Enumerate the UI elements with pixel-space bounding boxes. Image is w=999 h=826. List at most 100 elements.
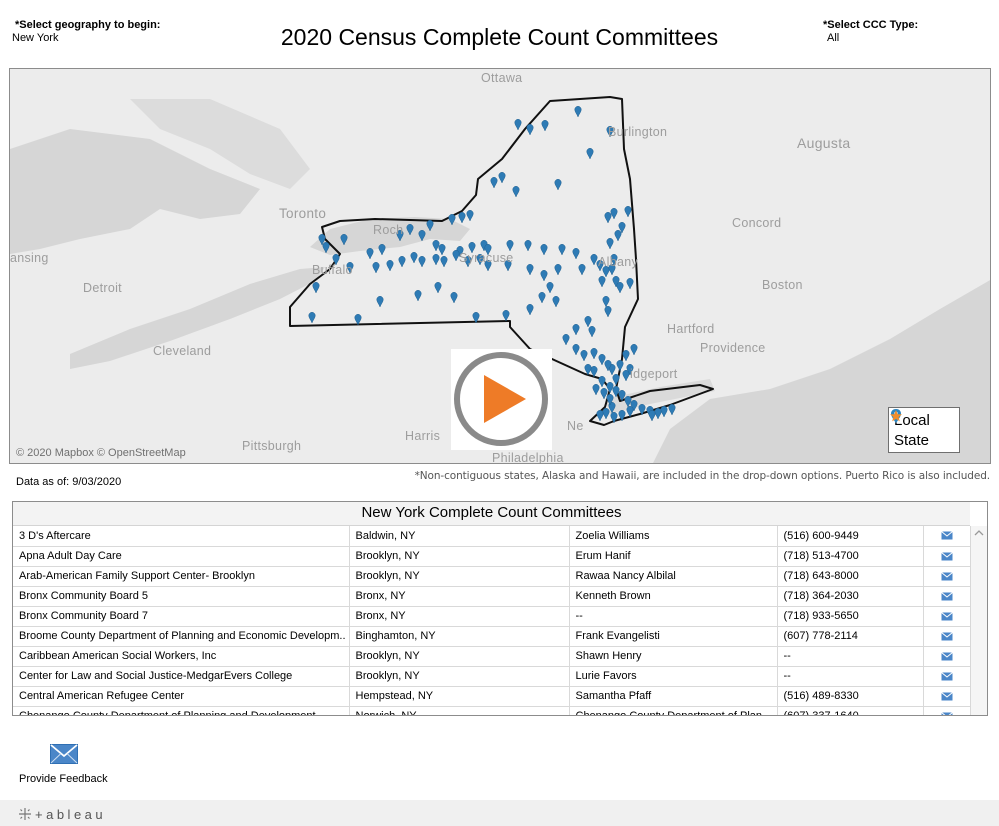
committee-marker[interactable] (526, 304, 534, 316)
committee-marker[interactable] (654, 408, 662, 420)
committee-marker[interactable] (514, 119, 522, 131)
committee-marker[interactable] (610, 254, 618, 266)
committee-marker[interactable] (592, 384, 600, 396)
committee-marker[interactable] (624, 206, 632, 218)
committee-marker[interactable] (452, 250, 460, 262)
committee-marker[interactable] (626, 406, 634, 418)
email-cell[interactable] (923, 686, 970, 707)
committee-marker[interactable] (574, 106, 582, 118)
email-cell[interactable] (923, 526, 970, 547)
committee-marker[interactable] (608, 264, 616, 276)
table-row[interactable]: Center for Law and Social Justice-Medgar… (13, 666, 970, 687)
committee-marker[interactable] (332, 254, 340, 266)
committee-marker[interactable] (410, 252, 418, 264)
email-cell[interactable] (923, 606, 970, 627)
legend-item-state[interactable]: State (889, 410, 959, 450)
committee-marker[interactable] (572, 344, 580, 356)
census-map[interactable]: Ottawa Burlington Augusta Toronto Concor… (9, 68, 991, 464)
committee-marker[interactable] (572, 324, 580, 336)
committee-marker[interactable] (426, 220, 434, 232)
committee-marker[interactable] (340, 234, 348, 246)
committee-marker[interactable] (562, 334, 570, 346)
committee-marker[interactable] (600, 388, 608, 400)
table-row[interactable]: Broome County Department of Planning and… (13, 626, 970, 647)
committee-marker[interactable] (588, 326, 596, 338)
email-cell[interactable] (923, 706, 970, 716)
committee-marker[interactable] (540, 270, 548, 282)
table-row[interactable]: Central American Refugee Center Hempstead… (13, 686, 970, 707)
committee-marker[interactable] (414, 290, 422, 302)
committee-marker[interactable] (366, 248, 374, 260)
committee-marker[interactable] (418, 230, 426, 242)
committee-marker[interactable] (648, 410, 656, 422)
committee-marker[interactable] (354, 314, 362, 326)
committee-marker[interactable] (606, 126, 614, 138)
email-cell[interactable] (923, 646, 970, 667)
committee-marker[interactable] (376, 296, 384, 308)
committee-marker[interactable] (626, 278, 634, 290)
committee-marker[interactable] (552, 296, 560, 308)
committee-marker[interactable] (596, 410, 604, 422)
email-cell[interactable] (923, 586, 970, 607)
envelope-icon[interactable] (940, 571, 953, 581)
committee-marker[interactable] (386, 260, 394, 272)
committee-marker[interactable] (612, 386, 620, 398)
committee-marker[interactable] (434, 282, 442, 294)
committee-marker[interactable] (540, 244, 548, 256)
committee-marker[interactable] (660, 406, 668, 418)
committee-marker[interactable] (472, 312, 480, 324)
committee-marker[interactable] (624, 396, 632, 408)
table-row[interactable]: 3 D's Aftercare Baldwin, NY Zoelia William… (13, 526, 970, 547)
table-row[interactable]: Chenango County Department of Planning a… (13, 706, 970, 716)
committee-marker[interactable] (614, 230, 622, 242)
envelope-icon[interactable] (940, 651, 953, 661)
envelope-icon[interactable] (940, 671, 953, 681)
committee-marker[interactable] (596, 260, 604, 272)
committee-marker[interactable] (484, 244, 492, 256)
committee-marker[interactable] (616, 282, 624, 294)
committee-marker[interactable] (630, 344, 638, 356)
email-cell[interactable] (923, 566, 970, 587)
committee-marker[interactable] (322, 242, 330, 254)
committee-marker[interactable] (396, 230, 404, 242)
committee-marker[interactable] (622, 370, 630, 382)
committee-marker[interactable] (524, 240, 532, 252)
provide-feedback-link[interactable]: Provide Feedback (19, 744, 119, 785)
committee-marker[interactable] (590, 348, 598, 360)
play-button[interactable] (451, 349, 552, 450)
committee-marker[interactable] (598, 376, 606, 388)
committee-marker[interactable] (546, 282, 554, 294)
committee-marker[interactable] (604, 306, 612, 318)
envelope-icon[interactable] (940, 711, 953, 716)
committee-marker[interactable] (418, 256, 426, 268)
committee-marker[interactable] (318, 234, 326, 246)
table-row[interactable]: Bronx Community Board 7 Bronx, NY -- (718) … (13, 606, 970, 627)
committee-marker[interactable] (448, 214, 456, 226)
committee-marker[interactable] (622, 350, 630, 362)
table-row[interactable]: Bronx Community Board 5 Bronx, NY Kenneth … (13, 586, 970, 607)
committee-marker[interactable] (398, 256, 406, 268)
committee-marker[interactable] (378, 244, 386, 256)
committee-marker[interactable] (554, 264, 562, 276)
committee-marker[interactable] (346, 262, 354, 274)
committee-marker[interactable] (590, 366, 598, 378)
committee-marker[interactable] (541, 120, 549, 132)
committee-marker[interactable] (458, 212, 466, 224)
committee-marker[interactable] (506, 240, 514, 252)
committee-marker[interactable] (502, 310, 510, 322)
committee-marker[interactable] (432, 254, 440, 266)
committee-marker[interactable] (432, 240, 440, 252)
committee-marker[interactable] (476, 254, 484, 266)
committee-marker[interactable] (498, 172, 506, 184)
committee-marker[interactable] (598, 276, 606, 288)
committee-marker[interactable] (572, 248, 580, 260)
ccc-type-filter[interactable]: *Select CCC Type: All (823, 19, 918, 45)
committee-marker[interactable] (466, 210, 474, 222)
committee-marker[interactable] (586, 148, 594, 160)
committee-marker[interactable] (308, 312, 316, 324)
committee-marker[interactable] (504, 260, 512, 272)
committee-marker[interactable] (538, 292, 546, 304)
committee-marker[interactable] (372, 262, 380, 274)
tableau-logo[interactable]: +ableau (17, 806, 106, 822)
committee-marker[interactable] (608, 364, 616, 376)
